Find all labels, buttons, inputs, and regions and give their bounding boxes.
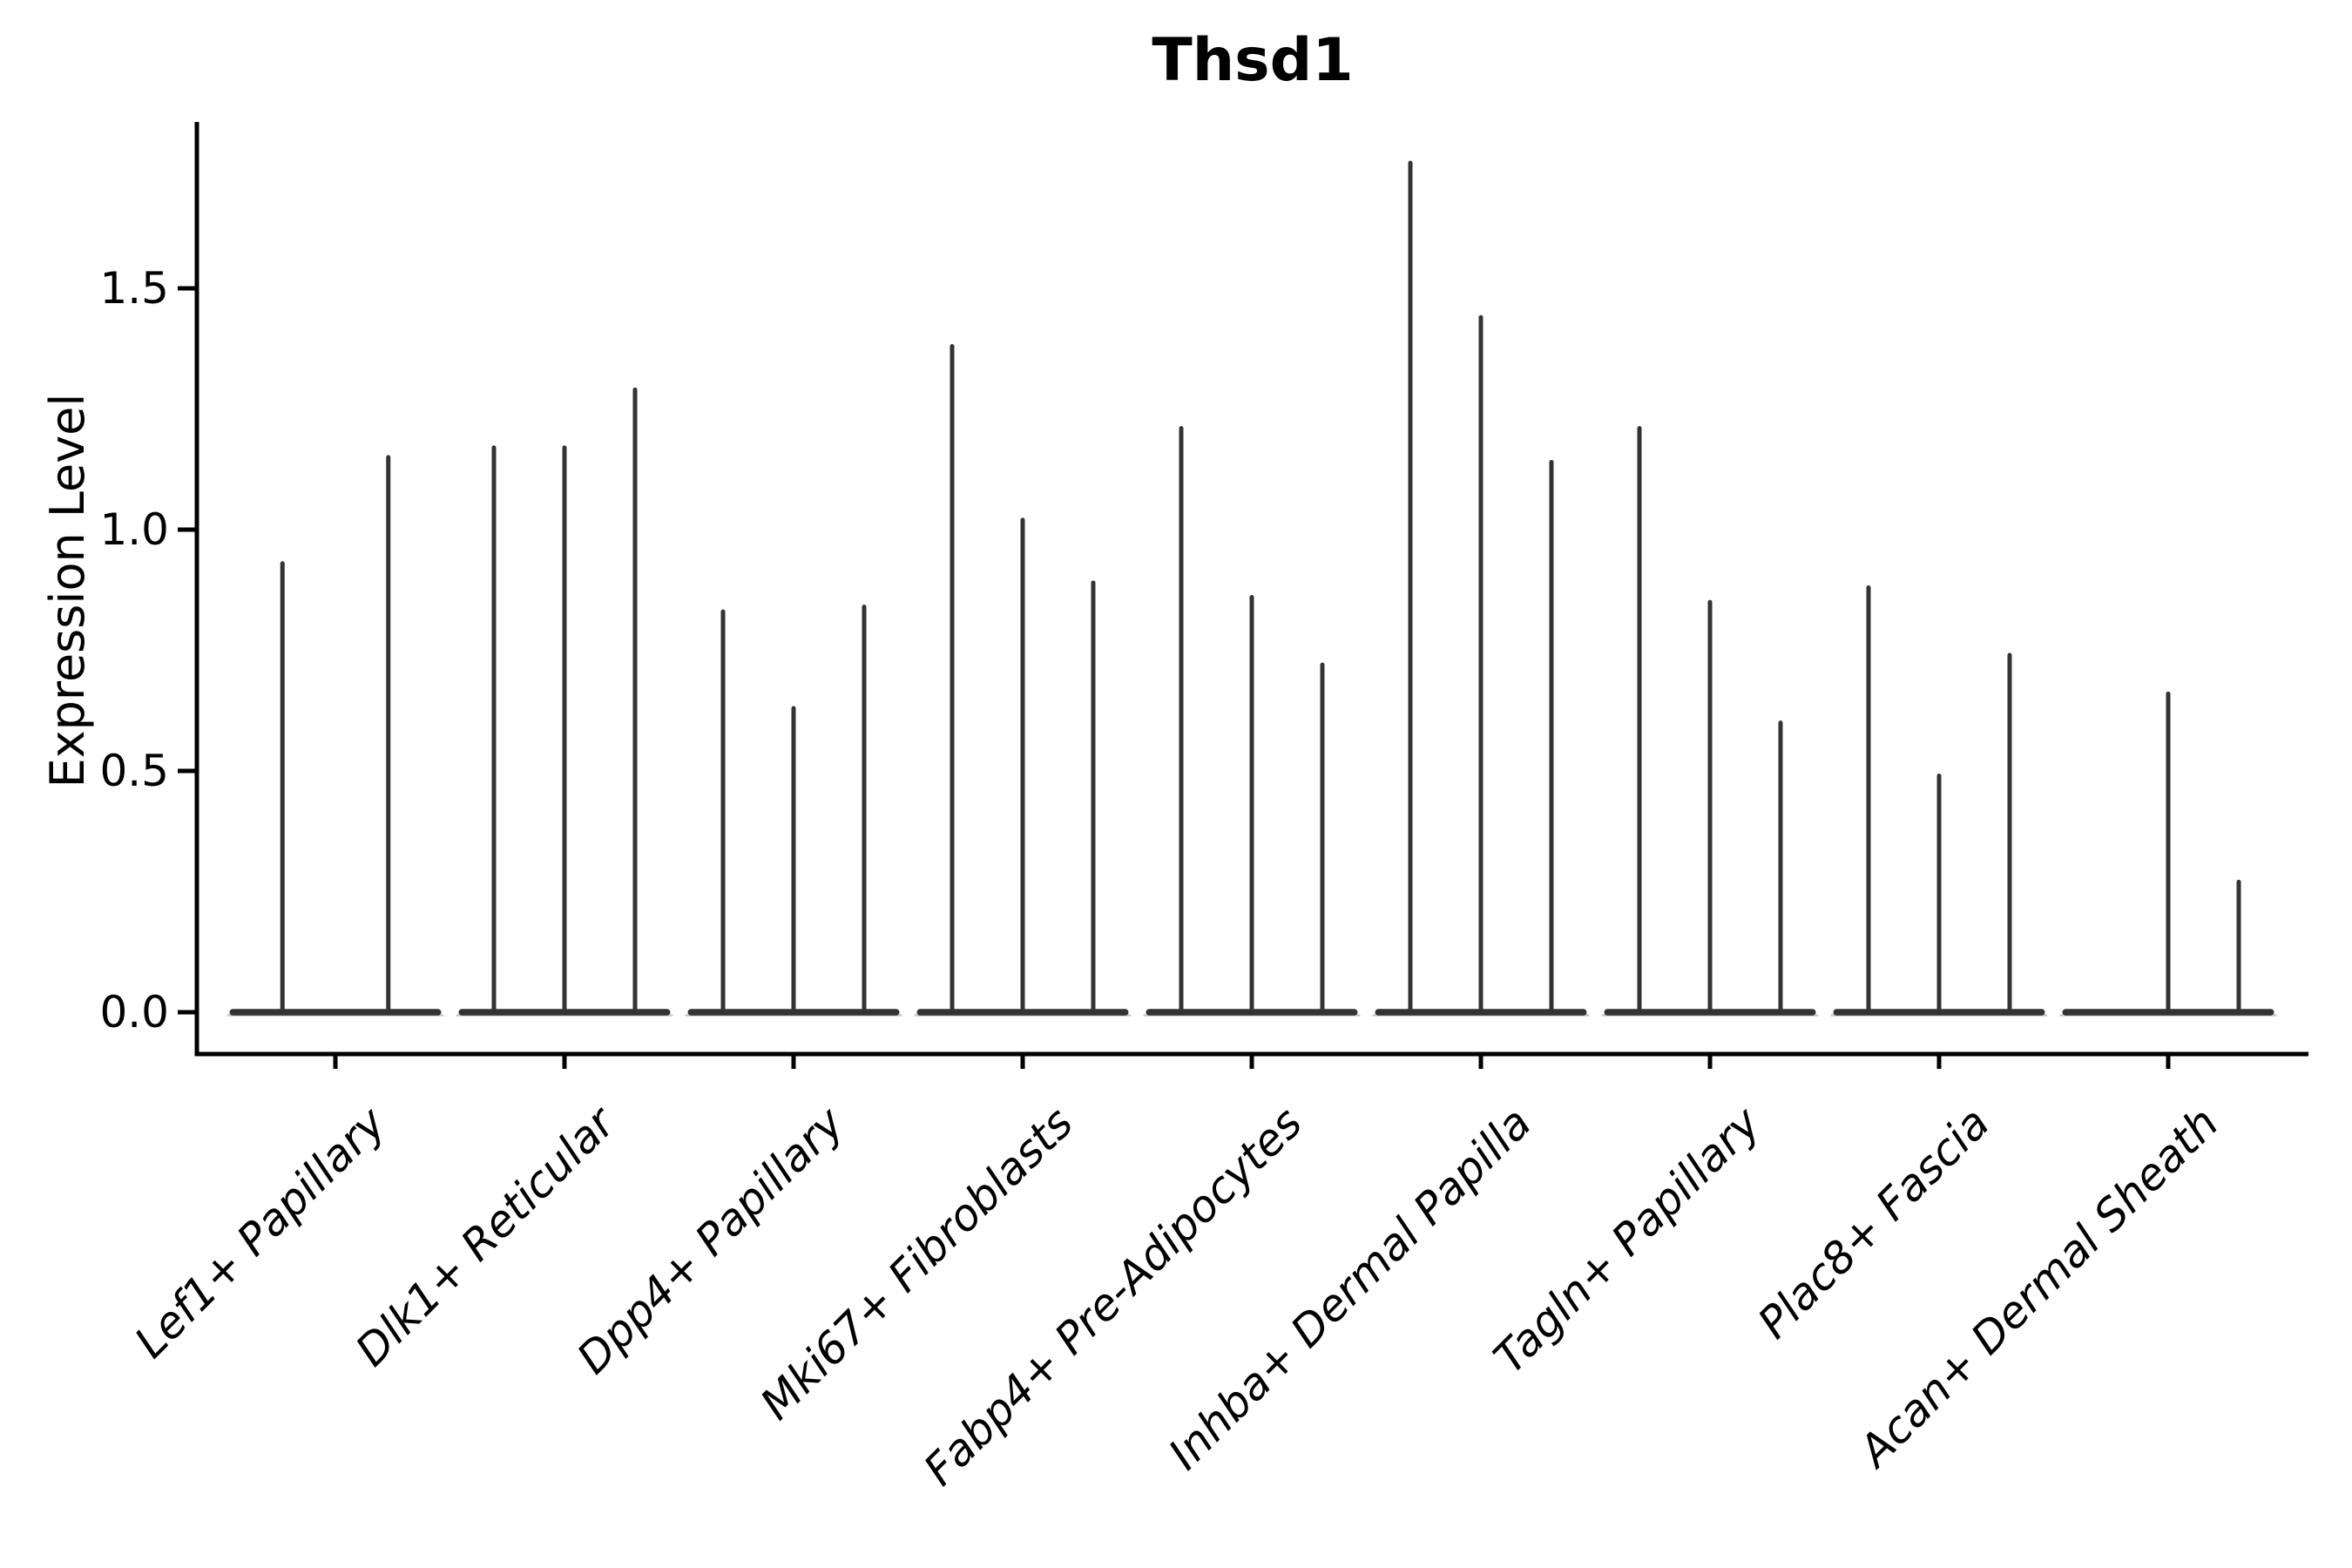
y-tick-label: 1.0	[99, 504, 169, 555]
violin-base	[1146, 1009, 1358, 1016]
y-tick-label: 0.5	[99, 746, 169, 796]
violin-base	[2062, 1009, 2274, 1016]
violin-base	[458, 1009, 671, 1016]
violin-base	[1375, 1009, 1587, 1016]
violin-base	[916, 1009, 1129, 1016]
chart-title: Thsd1	[1152, 26, 1354, 95]
violin-base	[1833, 1009, 2045, 1016]
y-tick-label: 0.0	[99, 987, 169, 1037]
violin-base	[1604, 1009, 1816, 1016]
violin-base	[687, 1009, 900, 1016]
violin-base	[229, 1009, 442, 1016]
y-tick-label: 1.5	[99, 263, 169, 314]
